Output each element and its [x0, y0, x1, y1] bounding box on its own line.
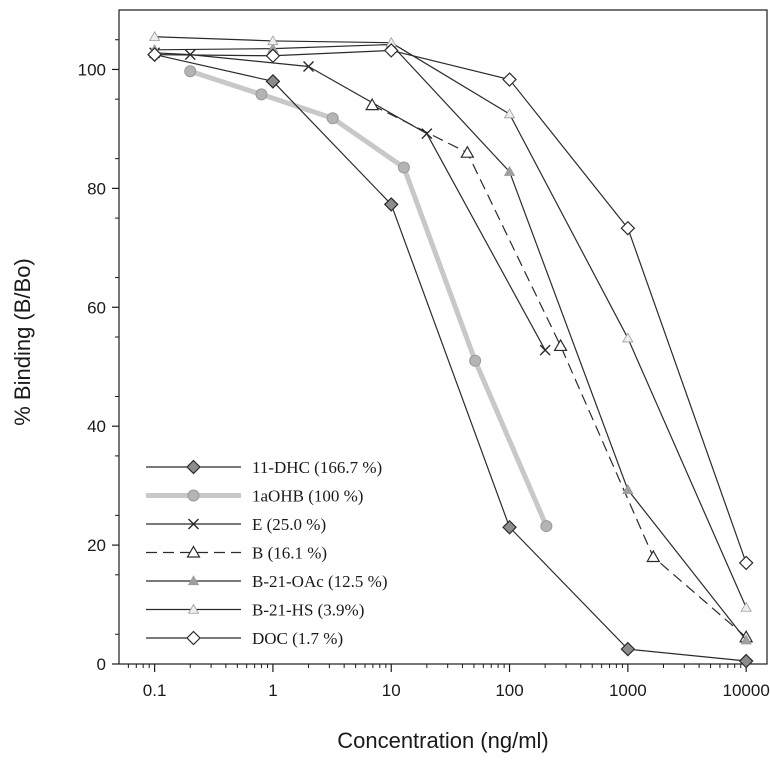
diamond-marker	[383, 43, 399, 58]
legend-label: DOC (1.7 %)	[252, 629, 343, 648]
triangle-marker	[187, 603, 200, 614]
diamond-marker	[147, 47, 162, 62]
x-tick-label: 10	[382, 681, 401, 700]
triangle-marker	[740, 634, 752, 645]
legend-entry: DOC (1.7 %)	[146, 629, 343, 648]
legend: 11-DHC (166.7 %) 1aOHB (100 %) E (25.0 %) B…	[146, 458, 388, 648]
triangle-marker	[503, 165, 516, 176]
y-tick-label: 100	[78, 60, 106, 79]
y-tick-label: 20	[87, 536, 106, 555]
x-marker	[421, 128, 433, 140]
series-line	[154, 36, 747, 608]
legend-label: B-21-HS (3.9%)	[252, 601, 364, 620]
series-1	[184, 65, 553, 533]
legend-label: E (25.0 %)	[252, 515, 326, 534]
diamond-marker	[265, 48, 281, 64]
diamond-marker	[738, 653, 754, 669]
x-tick-label: 0.1	[143, 681, 167, 700]
diamond-marker	[620, 641, 636, 657]
y-tick-label: 40	[87, 417, 106, 436]
diamond-marker	[502, 72, 517, 87]
triangle-marker	[365, 97, 380, 111]
triangle-marker	[460, 145, 475, 158]
triangle-marker	[553, 338, 568, 352]
circle-marker	[184, 65, 197, 78]
triangle-marker	[646, 549, 661, 563]
x-marker	[188, 518, 199, 530]
x-tick-label: 1	[268, 681, 277, 700]
diamond-marker	[265, 73, 281, 89]
legend-label: 11-DHC (166.7 %)	[252, 458, 382, 477]
circle-marker	[540, 520, 553, 533]
series-line	[371, 104, 747, 638]
series-2	[149, 47, 551, 356]
legend-label: B-21-OAc (12.5 %)	[252, 572, 388, 591]
axes-layer: 0 20 40 60 80 100 0.1 1 10 100 1000 10000 Concentrat…	[10, 9, 770, 753]
legend-entry: B (16.1 %)	[146, 544, 327, 563]
x-marker	[303, 60, 315, 72]
legend-entry: B-21-HS (3.9%)	[146, 601, 364, 620]
legend-label: 1aOHB (100 %)	[252, 487, 363, 506]
legend-entry: 1aOHB (100 %)	[146, 487, 363, 506]
circle-marker	[255, 88, 268, 101]
diamond-marker	[186, 459, 201, 475]
triangle-marker	[148, 30, 161, 41]
y-tick-label: 80	[87, 179, 106, 198]
y-tick-label: 60	[87, 298, 106, 317]
diamond-marker	[186, 630, 201, 646]
series-0	[147, 47, 754, 669]
series-line	[154, 52, 546, 351]
triangle-marker	[267, 35, 279, 46]
circle-marker	[397, 161, 410, 174]
series-line	[154, 49, 747, 564]
series-line	[154, 43, 747, 641]
triangle-marker	[622, 483, 634, 494]
legend-label: B (16.1 %)	[252, 544, 327, 563]
series-3	[365, 97, 754, 643]
diamond-marker	[620, 220, 636, 236]
x-axis-title: Concentration (ng/ml)	[337, 728, 549, 753]
circle-marker	[469, 354, 482, 367]
series-line	[154, 54, 747, 662]
triangle-marker	[187, 575, 200, 586]
y-tick-label: 0	[97, 655, 106, 674]
series-6	[147, 43, 754, 571]
legend-entry: B-21-OAc (12.5 %)	[146, 572, 388, 591]
circle-marker	[187, 489, 200, 502]
circle-marker	[326, 112, 339, 125]
triangle-marker	[186, 545, 201, 558]
y-axis-title: % Binding (B/Bo)	[10, 258, 35, 426]
triangle-marker	[622, 332, 634, 343]
diamond-marker	[383, 197, 399, 212]
series-line	[189, 68, 549, 528]
diamond-marker	[738, 555, 754, 571]
series-layer	[147, 30, 754, 669]
triangle-marker	[740, 601, 752, 612]
diamond-marker	[502, 519, 517, 535]
plot-frame	[118, 9, 768, 665]
x-tick-label: 1000	[609, 681, 647, 700]
series-4	[148, 38, 752, 645]
legend-entry: E (25.0 %)	[146, 515, 326, 534]
triangle-marker	[503, 108, 516, 119]
x-marker	[539, 344, 551, 356]
legend-entry: 11-DHC (166.7 %)	[146, 458, 382, 477]
x-tick-label: 10000	[723, 681, 770, 700]
x-tick-label: 100	[495, 681, 523, 700]
